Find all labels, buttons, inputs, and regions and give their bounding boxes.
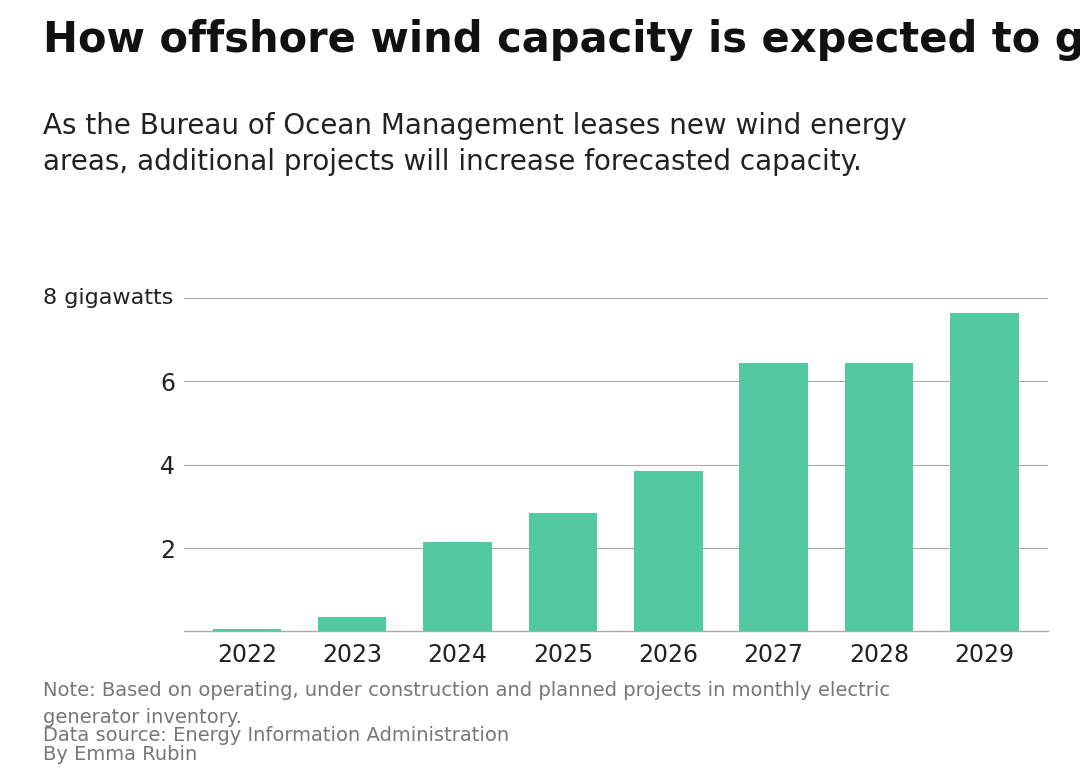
- Text: 8 gigawatts: 8 gigawatts: [43, 288, 174, 308]
- Bar: [423, 542, 491, 631]
- Text: Data source: Energy Information Administration: Data source: Energy Information Administ…: [43, 726, 510, 745]
- Bar: [529, 513, 597, 631]
- Text: How offshore wind capacity is expected to grow: How offshore wind capacity is expected t…: [43, 19, 1080, 62]
- Text: By Emma Rubin: By Emma Rubin: [43, 745, 198, 765]
- Text: As the Bureau of Ocean Management leases new wind energy
areas, additional proje: As the Bureau of Ocean Management leases…: [43, 112, 907, 176]
- Bar: [845, 363, 914, 631]
- Bar: [213, 629, 281, 631]
- Bar: [318, 617, 387, 631]
- Bar: [950, 313, 1018, 631]
- Bar: [634, 471, 702, 631]
- Text: Note: Based on operating, under construction and planned projects in monthly ele: Note: Based on operating, under construc…: [43, 681, 890, 727]
- Bar: [740, 363, 808, 631]
